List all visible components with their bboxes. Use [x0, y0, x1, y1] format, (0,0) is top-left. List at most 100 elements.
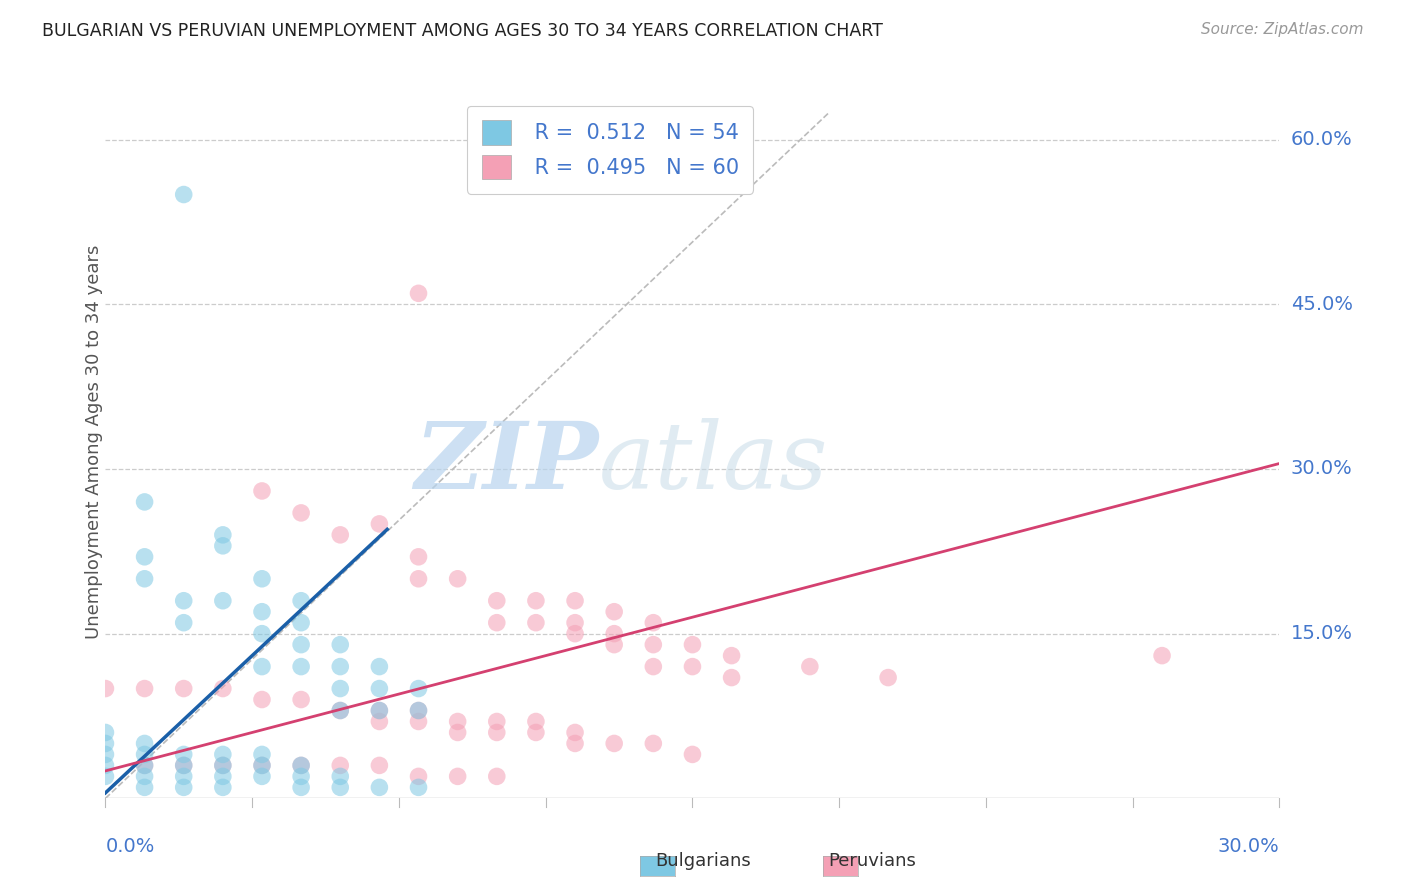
Point [368, 714, 391, 729]
Point [408, 549, 430, 564]
Point [799, 659, 821, 673]
Point [290, 593, 312, 607]
Point [94, 758, 117, 772]
Point [290, 506, 312, 520]
Point [250, 626, 273, 640]
Point [446, 572, 468, 586]
Point [368, 704, 391, 718]
Text: ZIP: ZIP [415, 418, 599, 508]
Point [681, 747, 703, 762]
Point [524, 725, 547, 739]
Point [134, 758, 156, 772]
Point [94, 747, 117, 762]
Point [250, 769, 273, 783]
Point [211, 528, 233, 542]
Point [134, 758, 156, 772]
Point [329, 758, 352, 772]
Point [250, 605, 273, 619]
Point [329, 681, 352, 696]
Point [877, 671, 900, 685]
Point [603, 638, 626, 652]
Point [564, 736, 586, 750]
Point [485, 593, 508, 607]
Text: 30.0%: 30.0% [1291, 459, 1353, 478]
Point [408, 714, 430, 729]
Point [290, 692, 312, 706]
Point [408, 704, 430, 718]
Point [173, 593, 195, 607]
Point [173, 758, 195, 772]
Point [173, 681, 195, 696]
Point [173, 187, 195, 202]
Point [329, 528, 352, 542]
Point [564, 593, 586, 607]
Point [211, 758, 233, 772]
Point [368, 704, 391, 718]
Point [94, 769, 117, 783]
Point [211, 747, 233, 762]
Point [368, 681, 391, 696]
Point [329, 704, 352, 718]
Point [643, 659, 665, 673]
Point [603, 626, 626, 640]
Point [408, 286, 430, 301]
Point [681, 659, 703, 673]
Text: 30.0%: 30.0% [1218, 837, 1279, 855]
Point [643, 638, 665, 652]
Point [290, 638, 312, 652]
Point [94, 681, 117, 696]
Text: Peruvians: Peruvians [828, 852, 915, 870]
Point [173, 780, 195, 795]
Point [720, 648, 742, 663]
Text: BULGARIAN VS PERUVIAN UNEMPLOYMENT AMONG AGES 30 TO 34 YEARS CORRELATION CHART: BULGARIAN VS PERUVIAN UNEMPLOYMENT AMONG… [42, 22, 883, 40]
Point [290, 780, 312, 795]
Point [211, 758, 233, 772]
Point [250, 758, 273, 772]
Point [643, 615, 665, 630]
Point [603, 605, 626, 619]
Point [329, 638, 352, 652]
Point [329, 780, 352, 795]
Text: 60.0%: 60.0% [1291, 130, 1353, 149]
Legend:  R =  0.512   N = 54,  R =  0.495   N = 60: R = 0.512 N = 54, R = 0.495 N = 60 [467, 106, 754, 194]
Point [485, 714, 508, 729]
Point [446, 725, 468, 739]
Point [290, 659, 312, 673]
Text: Bulgarians: Bulgarians [655, 852, 751, 870]
Point [524, 615, 547, 630]
Point [134, 495, 156, 509]
Point [173, 758, 195, 772]
Point [290, 758, 312, 772]
Point [94, 736, 117, 750]
Point [173, 769, 195, 783]
Point [329, 704, 352, 718]
Point [603, 736, 626, 750]
Point [290, 758, 312, 772]
Point [446, 769, 468, 783]
Point [446, 714, 468, 729]
Point [134, 769, 156, 783]
Point [94, 725, 117, 739]
Point [368, 758, 391, 772]
Point [681, 638, 703, 652]
Point [290, 769, 312, 783]
Point [1150, 648, 1173, 663]
Point [408, 769, 430, 783]
Point [211, 681, 233, 696]
Point [329, 769, 352, 783]
Text: 45.0%: 45.0% [1291, 295, 1353, 314]
Text: 15.0%: 15.0% [1291, 624, 1353, 643]
Point [134, 736, 156, 750]
Point [524, 714, 547, 729]
Point [134, 747, 156, 762]
Point [564, 626, 586, 640]
Text: 0.0%: 0.0% [105, 837, 155, 855]
Point [485, 769, 508, 783]
Point [250, 747, 273, 762]
Text: Source: ZipAtlas.com: Source: ZipAtlas.com [1201, 22, 1364, 37]
Text: atlas: atlas [599, 418, 828, 508]
Point [134, 780, 156, 795]
Point [643, 736, 665, 750]
Point [211, 780, 233, 795]
Point [485, 615, 508, 630]
